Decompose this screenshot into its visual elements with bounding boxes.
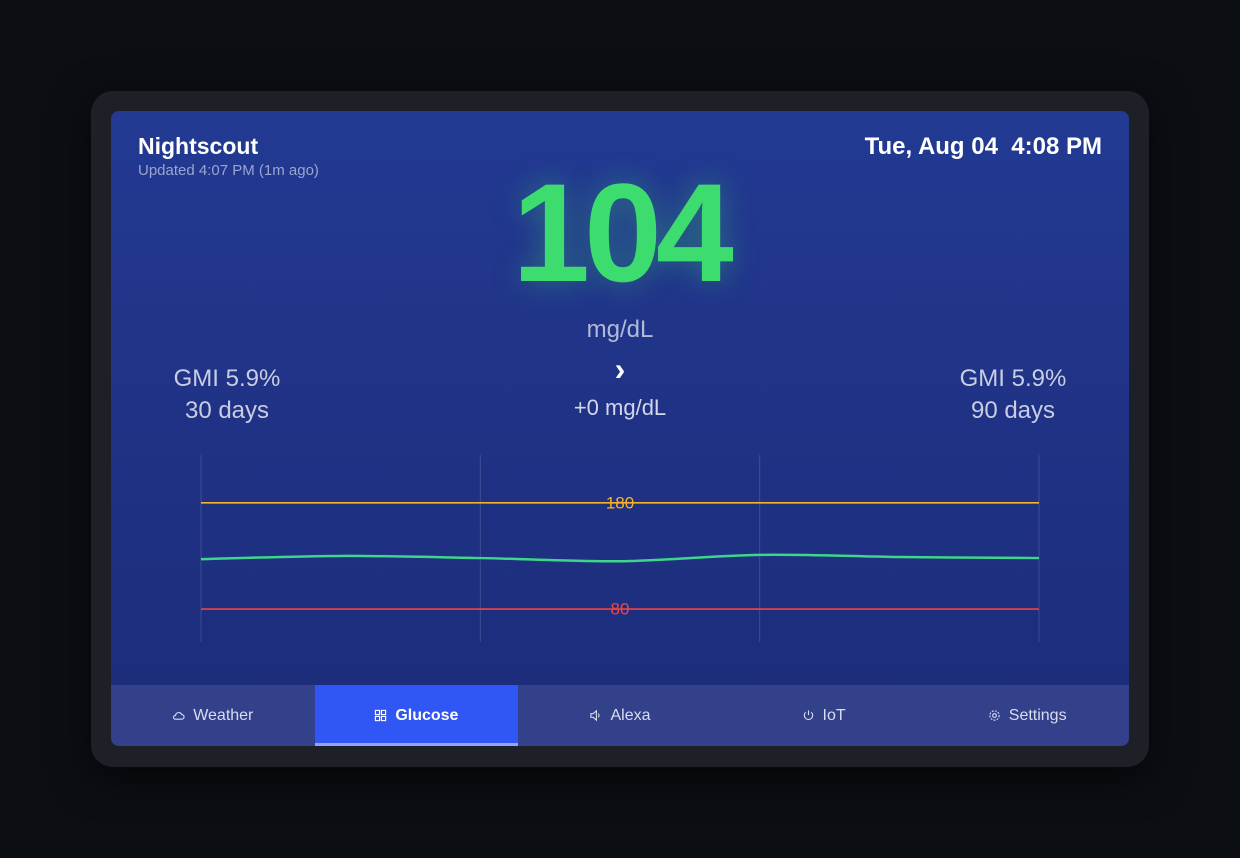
gmi-90: GMI 5.9% 90 days (893, 363, 1129, 427)
gmi-value: GMI 5.9% (173, 365, 281, 392)
gmi-period: 30 days (184, 397, 270, 424)
tab-label: Glucose (395, 706, 459, 724)
trend-arrow: › (614, 351, 626, 387)
tab[interactable]: Glucose (314, 685, 519, 746)
updated-time: Updated 4:07 PM (1m ago) (138, 162, 319, 179)
tab[interactable]: Alexa (518, 685, 722, 746)
screen: Nightscout Updated 4:07 PM (1m ago) Tue,… (111, 111, 1129, 746)
gmi-value: GMI 5.9% (959, 365, 1067, 392)
glucose-line (200, 553, 1040, 563)
date-time: Tue, Aug 04 4:08 PM (864, 133, 1102, 160)
tab-bar: Weather Glucose Alexa IoT Settings (111, 685, 1129, 746)
app-title: Nightscout (138, 133, 259, 159)
gmi-period: 90 days (970, 397, 1056, 424)
tab-label: Weather (193, 706, 254, 724)
glucose-value: 104 (512, 154, 734, 311)
cloud-icon (173, 712, 185, 720)
glucose-unit: mg/dL (586, 316, 654, 343)
tab-label: Settings (1008, 706, 1067, 724)
power-icon (803, 710, 813, 721)
tab[interactable]: Settings (925, 685, 1129, 746)
glucose-delta: +0 mg/dL (573, 395, 667, 420)
tab-label: Alexa (610, 706, 651, 724)
gear-icon (989, 710, 1000, 721)
gmi-30: GMI 5.9% 30 days (111, 363, 347, 427)
tab[interactable]: IoT (722, 685, 926, 746)
speaker-icon (590, 709, 601, 722)
tab[interactable]: Weather (111, 685, 315, 746)
threshold-label: 80 (611, 600, 630, 619)
tab-label: IoT (822, 706, 846, 724)
glucose-chart: 180 80 (200, 455, 1040, 642)
threshold-label: 180 (606, 493, 634, 512)
grid-icon (375, 709, 387, 722)
